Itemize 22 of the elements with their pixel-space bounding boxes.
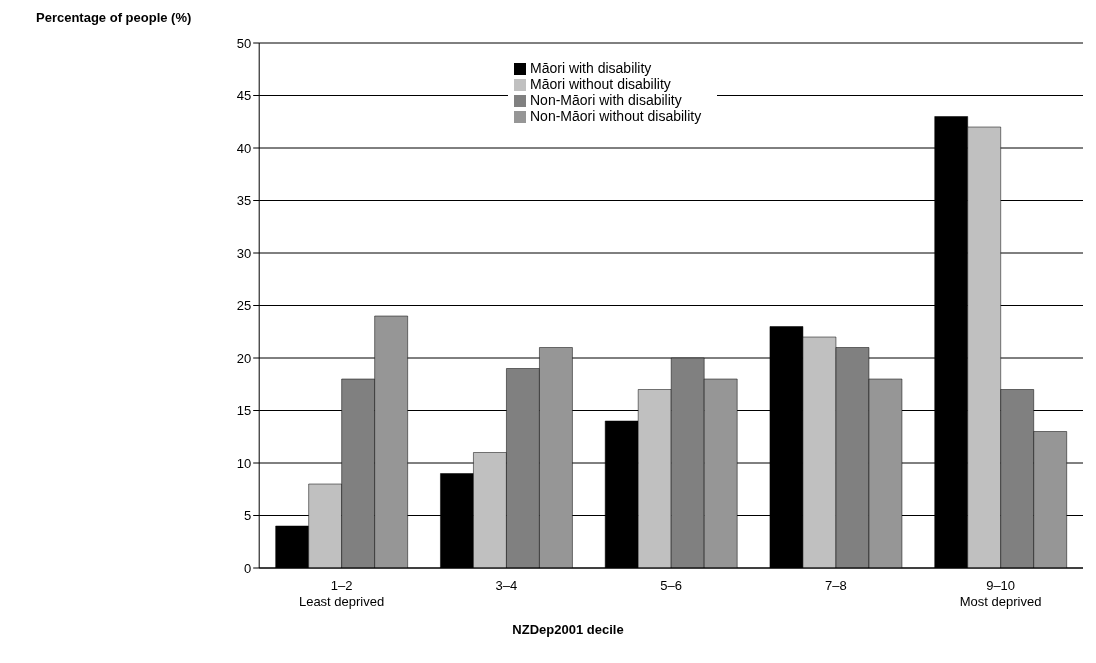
y-tick-label: 25 [236, 298, 252, 314]
x-tick-label: 1–2 Least deprived [298, 578, 385, 609]
legend-label: Māori with disability [530, 60, 652, 76]
y-tick-label: 40 [236, 140, 252, 156]
x-axis-title: NZDep2001 decile [511, 622, 625, 637]
legend-label: Non-Māori without disability [530, 108, 702, 124]
x-tick-label: 5–6 [660, 578, 682, 593]
y-tick-label: 20 [236, 350, 252, 366]
x-tick-label: 9–10 Most deprived [959, 578, 1042, 609]
y-tick-label: 10 [236, 455, 252, 471]
x-tick-label: 3–4 [495, 578, 518, 593]
y-tick-label: 0 [243, 560, 252, 576]
y-axis-title: Percentage of people (%) [36, 10, 192, 25]
y-tick-label: 30 [236, 245, 252, 261]
legend-label: Non-Māori with disability [530, 92, 682, 108]
y-tick-label: 45 [236, 88, 252, 104]
y-tick-label: 50 [236, 35, 252, 51]
x-tick-label: 7–8 [825, 578, 847, 593]
y-tick-label: 15 [236, 403, 252, 419]
y-tick-label: 35 [236, 193, 252, 209]
y-tick-label: 5 [243, 508, 252, 524]
legend-label: Māori without disability [530, 76, 671, 92]
